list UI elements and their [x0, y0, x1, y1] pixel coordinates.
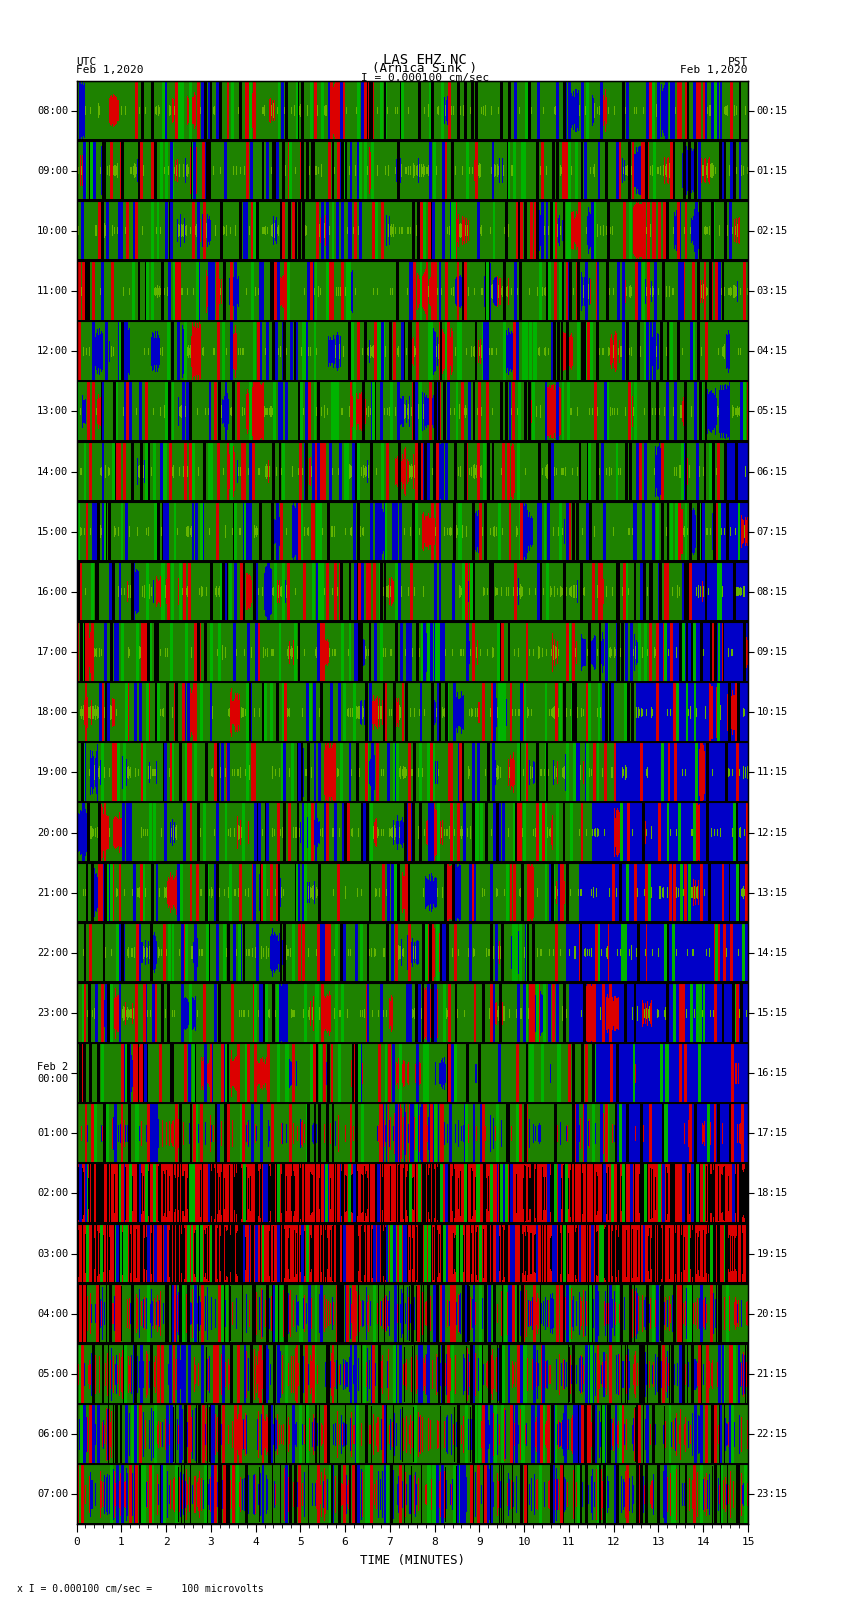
- Text: (Arnica Sink ): (Arnica Sink ): [372, 61, 478, 76]
- Text: x I = 0.000100 cm/sec =     100 microvolts: x I = 0.000100 cm/sec = 100 microvolts: [17, 1584, 264, 1594]
- Text: I = 0.000100 cm/sec: I = 0.000100 cm/sec: [361, 73, 489, 84]
- X-axis label: TIME (MINUTES): TIME (MINUTES): [360, 1555, 465, 1568]
- Text: Feb 1,2020: Feb 1,2020: [681, 65, 748, 76]
- Text: Feb 1,2020: Feb 1,2020: [76, 65, 144, 76]
- Text: PST: PST: [728, 56, 748, 66]
- Text: LAS EHZ NC: LAS EHZ NC: [383, 53, 467, 66]
- Text: UTC: UTC: [76, 56, 97, 66]
